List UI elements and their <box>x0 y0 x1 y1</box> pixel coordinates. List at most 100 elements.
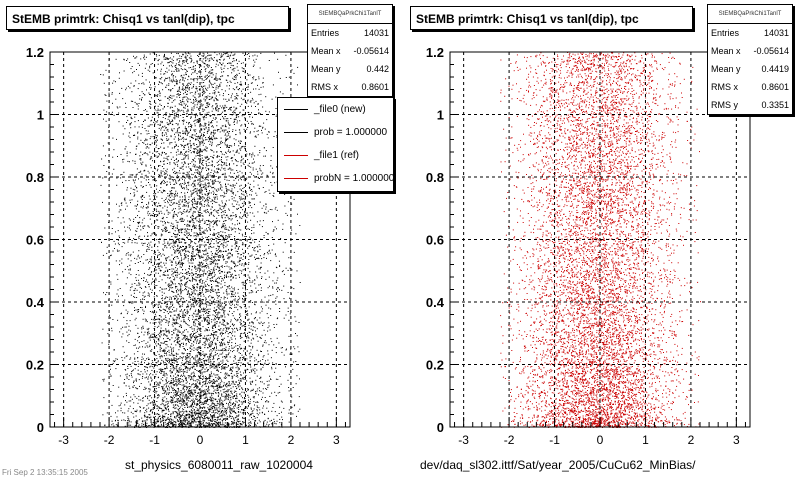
data-point <box>185 425 187 427</box>
data-point <box>176 116 178 118</box>
data-point <box>184 420 186 422</box>
data-point <box>195 98 197 100</box>
data-point <box>242 162 244 164</box>
data-point <box>198 212 200 213</box>
data-point <box>221 353 223 355</box>
data-point <box>202 238 204 239</box>
data-point <box>241 391 243 393</box>
data-point <box>173 357 175 359</box>
data-point <box>237 345 239 346</box>
data-point <box>203 362 205 364</box>
data-point <box>275 395 277 397</box>
data-point <box>173 80 174 82</box>
data-point <box>193 235 195 237</box>
data-point <box>219 269 221 271</box>
data-point <box>151 318 153 320</box>
data-point <box>136 228 138 230</box>
data-point <box>226 411 228 413</box>
data-point <box>176 221 178 223</box>
data-point <box>150 373 152 375</box>
data-point <box>197 403 199 405</box>
data-point <box>208 378 210 380</box>
data-point <box>184 419 186 421</box>
data-point <box>226 395 228 397</box>
data-point <box>155 272 157 274</box>
data-point <box>242 324 244 326</box>
data-point <box>232 382 234 383</box>
data-point <box>155 279 157 281</box>
data-point <box>195 389 197 391</box>
data-point <box>196 190 198 192</box>
data-point <box>245 313 247 315</box>
data-point <box>245 93 246 95</box>
data-point <box>210 419 212 420</box>
data-point <box>201 303 203 305</box>
data-point <box>213 338 215 340</box>
data-point <box>155 234 157 236</box>
data-point <box>200 425 202 427</box>
data-point <box>171 397 173 398</box>
data-point <box>179 310 181 312</box>
data-point <box>218 204 220 206</box>
data-point <box>184 163 186 164</box>
data-point <box>113 149 115 151</box>
data-point <box>201 262 203 264</box>
data-point <box>206 257 207 259</box>
data-point <box>235 87 237 89</box>
data-point <box>198 347 200 349</box>
data-point <box>262 323 264 324</box>
data-point <box>162 420 164 422</box>
data-point <box>193 232 195 234</box>
data-point <box>207 290 209 292</box>
data-point <box>219 131 221 133</box>
data-point <box>247 314 249 316</box>
data-point <box>201 142 203 144</box>
data-point <box>180 252 182 254</box>
data-point <box>221 215 223 217</box>
data-point <box>152 390 154 392</box>
data-point <box>173 214 175 216</box>
data-point <box>184 396 186 398</box>
data-point <box>217 303 219 305</box>
data-point <box>178 378 180 380</box>
data-point <box>165 274 167 276</box>
data-point <box>111 404 113 406</box>
data-point <box>215 412 217 413</box>
data-point <box>200 394 202 396</box>
data-point <box>196 403 198 405</box>
data-point <box>243 391 245 393</box>
data-point <box>204 341 206 343</box>
data-point <box>169 200 171 202</box>
data-point <box>143 296 145 298</box>
data-point <box>205 70 207 72</box>
data-point <box>174 170 176 172</box>
data-point <box>222 422 224 424</box>
data-point <box>245 375 247 376</box>
data-point <box>205 290 207 292</box>
data-point <box>231 293 233 295</box>
data-point <box>203 360 205 362</box>
data-point <box>202 404 204 405</box>
data-point <box>299 408 301 410</box>
data-point <box>193 258 195 260</box>
data-point <box>196 419 198 420</box>
data-point <box>224 310 226 312</box>
data-point <box>198 408 200 410</box>
data-point <box>208 296 209 298</box>
data-point <box>165 390 167 392</box>
data-point <box>196 79 198 81</box>
data-point <box>218 355 220 357</box>
data-point <box>271 209 273 211</box>
data-point <box>173 347 175 349</box>
data-point <box>166 307 168 309</box>
data-point <box>165 153 167 155</box>
data-point <box>257 211 259 213</box>
data-point <box>175 352 177 354</box>
data-point <box>182 213 184 214</box>
data-point <box>164 152 165 153</box>
data-point <box>143 423 144 425</box>
data-point <box>149 158 151 160</box>
data-point <box>208 357 210 359</box>
data-point <box>243 187 245 188</box>
data-point <box>167 97 168 99</box>
